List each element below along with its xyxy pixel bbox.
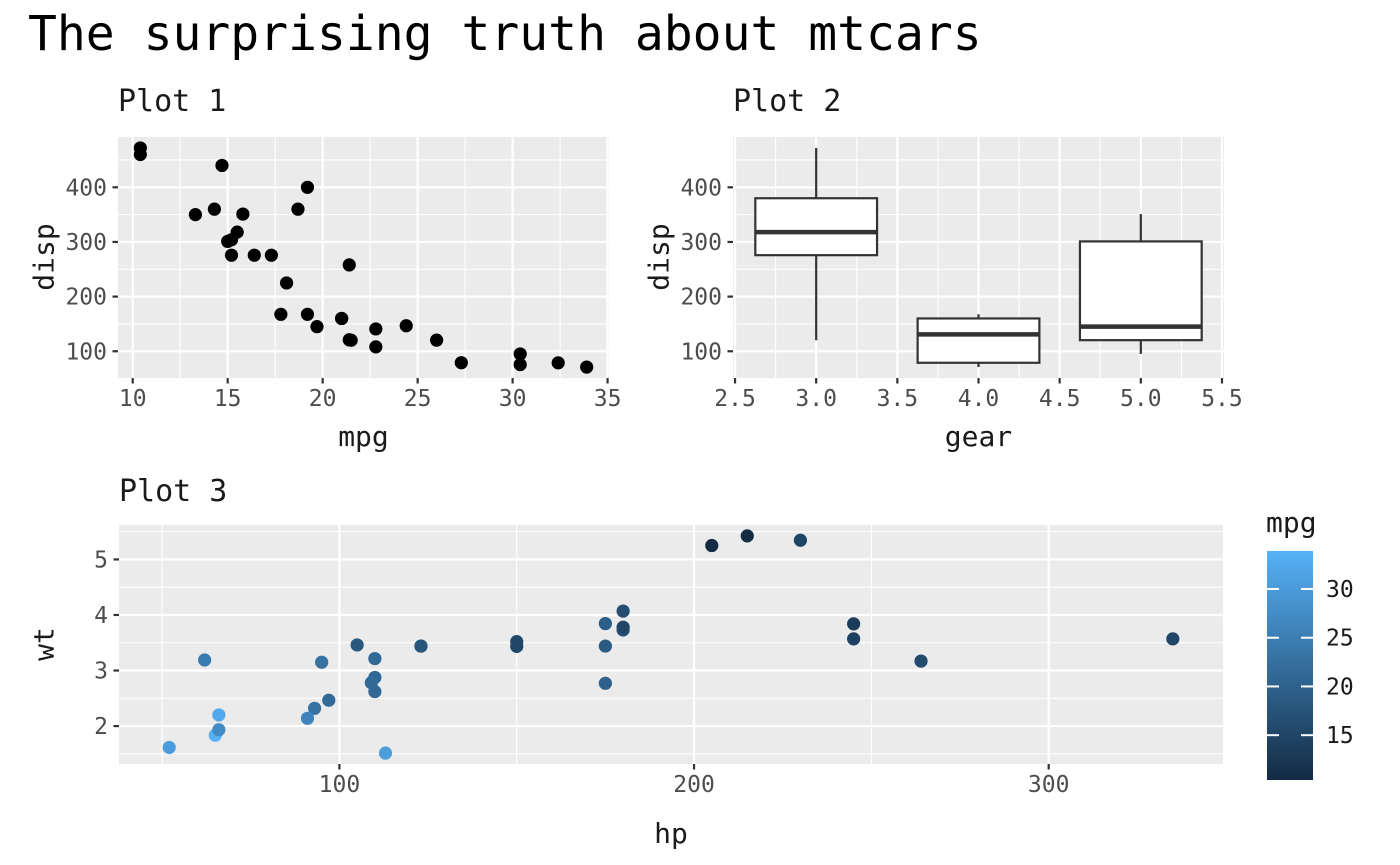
svg-text:5: 5: [94, 547, 108, 573]
plot1-points: [133, 141, 594, 374]
plot1-y-axis-title: disp: [27, 223, 61, 291]
svg-text:5.0: 5.0: [1120, 386, 1162, 412]
plot2-boxes: [754, 147, 1203, 368]
svg-text:2: 2: [94, 714, 108, 740]
svg-text:15: 15: [214, 386, 242, 412]
svg-text:15: 15: [1326, 723, 1354, 749]
plot1-axis: 10 15 20 25 30 35 100 200 300 400: [65, 175, 621, 412]
plot2-title: Plot 2: [733, 84, 842, 119]
plot3-panel: [119, 525, 1223, 764]
svg-text:2.5: 2.5: [714, 386, 756, 412]
plot3-points: [162, 529, 1180, 760]
plot2-axis: 2.5 3.0 3.5 4.0 4.5 5.0 5.5 100 200 300 400: [680, 175, 1242, 412]
svg-text:10: 10: [119, 386, 147, 412]
svg-text:300: 300: [65, 230, 107, 256]
plot1-panel: [118, 137, 609, 378]
svg-text:30: 30: [1326, 577, 1354, 603]
svg-text:3: 3: [94, 659, 108, 685]
plot2-y-axis-title: disp: [642, 223, 676, 291]
figure-title: The surprising truth about mtcars: [28, 6, 982, 62]
svg-text:100: 100: [65, 339, 107, 365]
svg-text:5.5: 5.5: [1201, 386, 1243, 412]
plot2-x-axis-title: gear: [944, 420, 1013, 453]
plot3-title: Plot 3: [119, 474, 228, 509]
svg-text:100: 100: [680, 339, 722, 365]
svg-text:4.0: 4.0: [958, 386, 1000, 412]
plot3-x-axis-title: hp: [654, 817, 688, 850]
plot3-axis: 100 200 300 2 3 4 5: [94, 547, 1069, 798]
svg-text:4: 4: [94, 603, 108, 629]
svg-text:300: 300: [680, 230, 722, 256]
svg-text:20: 20: [309, 386, 337, 412]
svg-text:25: 25: [404, 386, 432, 412]
svg-text:35: 35: [594, 386, 622, 412]
svg-text:4.5: 4.5: [1039, 386, 1081, 412]
svg-text:20: 20: [1326, 674, 1354, 700]
plot1-title: Plot 1: [118, 84, 227, 119]
svg-text:3.5: 3.5: [877, 386, 919, 412]
svg-text:200: 200: [680, 285, 722, 311]
svg-text:300: 300: [1028, 772, 1070, 798]
svg-text:400: 400: [680, 175, 722, 201]
plot3-grid: [119, 525, 1223, 764]
legend-colorbar: 15 20 25 30: [1267, 551, 1354, 780]
svg-text:30: 30: [499, 386, 527, 412]
svg-text:400: 400: [65, 175, 107, 201]
plot3-y-axis-title: wt: [27, 627, 61, 661]
legend-title: mpg: [1266, 506, 1317, 539]
svg-text:25: 25: [1326, 626, 1354, 652]
plot1-x-axis-title: mpg: [338, 420, 389, 453]
svg-text:200: 200: [673, 772, 715, 798]
svg-text:200: 200: [65, 285, 107, 311]
svg-text:3.0: 3.0: [795, 386, 837, 412]
svg-text:100: 100: [319, 772, 361, 798]
